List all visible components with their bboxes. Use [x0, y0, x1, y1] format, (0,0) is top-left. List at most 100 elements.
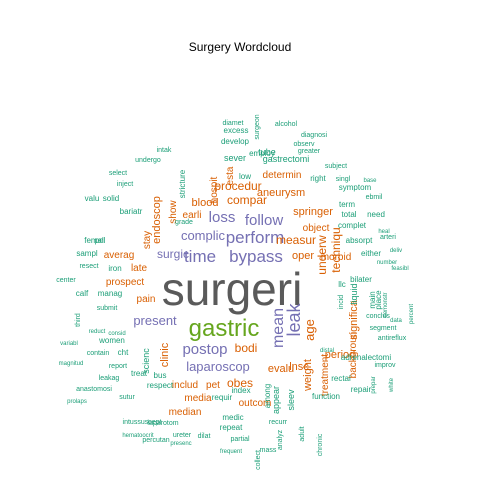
- word-evalu: evalu: [268, 363, 294, 375]
- word-feasibl: feasibl: [391, 266, 408, 272]
- word-stay: stay: [142, 231, 153, 249]
- word-intak: intak: [157, 147, 172, 154]
- word-data: data: [390, 318, 402, 324]
- word-stricture: stricture: [178, 169, 187, 198]
- word-diamet: diamet: [222, 120, 243, 127]
- word-symptom: symptom: [339, 183, 372, 192]
- word-complet: complet: [338, 221, 367, 230]
- word-greater: greater: [298, 148, 321, 155]
- word-show: show: [168, 200, 179, 224]
- word-procedur: procedur: [214, 179, 261, 193]
- word-liquid: liquid: [349, 283, 359, 304]
- word-prospect: prospect: [106, 277, 145, 288]
- word-improv: improv: [374, 362, 396, 369]
- word-excess: excess: [224, 126, 249, 135]
- word-surgeon: surgeon: [254, 114, 261, 139]
- word-leak: leak: [284, 302, 304, 336]
- word-median: median: [169, 407, 202, 418]
- word-aneurysm: aneurysm: [257, 187, 305, 199]
- word-age: age: [302, 319, 317, 341]
- word-leakag: leakag: [99, 375, 120, 382]
- word-loss: loss: [209, 209, 236, 226]
- word-number: number: [377, 260, 397, 266]
- word-inject: inject: [117, 181, 133, 188]
- word-intussuscept: intussuscept: [123, 419, 162, 426]
- word-ureter: ureter: [173, 432, 192, 439]
- word-hematoocrit: hematoocrit: [122, 433, 154, 439]
- word-cht: cht: [118, 348, 129, 357]
- word-oper: oper: [292, 250, 314, 262]
- word-contain: contain: [87, 350, 110, 357]
- word-mean: mean: [270, 308, 287, 348]
- word-segment: segment: [370, 325, 397, 332]
- word-singl: singl: [336, 176, 351, 183]
- word-averag: averag: [104, 250, 135, 261]
- word-treat: treat: [131, 369, 148, 378]
- word-esta: esta: [225, 166, 236, 185]
- word-bus: bus: [154, 371, 167, 380]
- word-partial: partial: [230, 436, 250, 443]
- word-hospit: hospit: [209, 176, 220, 203]
- word-requir: requir: [212, 393, 233, 402]
- word-prepar: prepar: [371, 376, 377, 393]
- word-measur: measur: [276, 233, 316, 247]
- word-perform: perform: [226, 228, 285, 247]
- word-follow: follow: [245, 212, 284, 229]
- word-main: main: [368, 291, 377, 308]
- word-alcohol: alcohol: [275, 121, 298, 128]
- word-function: function: [312, 392, 340, 401]
- word-scienc: scienc: [141, 348, 151, 374]
- word-sever: sever: [224, 153, 246, 163]
- word-laparotom: laparotom: [147, 420, 178, 427]
- word-femal: femal: [84, 236, 104, 245]
- word-frequent: frequent: [220, 449, 242, 455]
- word-deliv: deliv: [390, 248, 402, 254]
- word-resect: resect: [79, 263, 98, 270]
- word-appear: appear: [271, 386, 281, 414]
- word-late: late: [131, 263, 148, 274]
- word-analyz: analyz: [277, 429, 284, 450]
- word-report: report: [109, 363, 127, 370]
- word-repeat: repeat: [220, 423, 243, 432]
- word-pnl: pnl: [95, 236, 106, 245]
- word-term: term: [339, 200, 355, 209]
- word-women: women: [98, 336, 125, 345]
- word-pet: pet: [206, 380, 220, 391]
- word-place: place: [374, 290, 383, 310]
- chart-title: Surgery Wordcloud: [188, 40, 292, 54]
- word-white: white: [389, 377, 395, 393]
- word-time: time: [184, 247, 216, 266]
- word-springer: springer: [293, 206, 333, 218]
- word-right: right: [310, 174, 326, 183]
- word-incid: incid: [338, 295, 345, 310]
- word-outcom: outcom: [239, 398, 272, 409]
- word-third: third: [75, 313, 82, 327]
- word-reduct: reduct: [89, 329, 106, 335]
- word-tube: tube: [258, 147, 276, 157]
- word-index: index: [231, 386, 250, 395]
- word-grade: grade: [175, 219, 193, 226]
- word-bilater: bilater: [350, 275, 372, 284]
- word-surgic: surgic: [157, 247, 189, 261]
- word-prolaps: prolaps: [67, 399, 87, 405]
- word-object: object: [303, 223, 330, 234]
- word-earli: earli: [183, 210, 202, 221]
- word-surgeri: surgeri: [162, 263, 303, 315]
- word-bariatr: bariatr: [120, 207, 143, 216]
- word-medic: medic: [222, 413, 243, 422]
- word-sutur: sutur: [119, 394, 135, 401]
- word-submit: submit: [97, 305, 118, 312]
- word-develop: develop: [221, 137, 250, 146]
- word-consid: consid: [108, 331, 125, 337]
- word-center: center: [56, 277, 76, 284]
- word-morbid: morbid: [321, 252, 352, 263]
- word-laparoscop: laparoscop: [186, 359, 250, 374]
- word-weight: weight: [302, 359, 314, 392]
- word-antireflux: antireflux: [378, 335, 407, 342]
- word-gastrectomi: gastrectomi: [263, 154, 310, 164]
- word-arteri: arteri: [380, 234, 396, 241]
- word-absorpt: absorpt: [346, 236, 373, 245]
- word-heal: heal: [378, 229, 389, 235]
- word-media: media: [184, 393, 212, 404]
